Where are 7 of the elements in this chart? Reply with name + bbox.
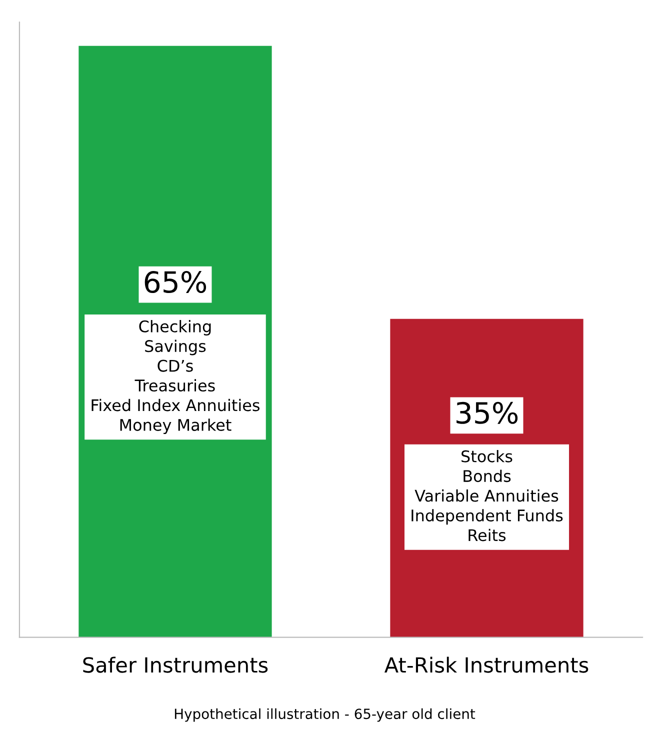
x-tick-label: Safer Instruments	[83, 656, 268, 673]
annotation: Stocks Bonds Variable Annuities Independent Funds Reits	[412, 450, 563, 542]
text: Hypothetical illustration - 65-year old client	[174, 708, 476, 722]
annotation: Checking Savings CD’s Treasuries Fixed Index Annuities Money Market	[92, 320, 260, 434]
data-label: 65%	[144, 270, 206, 294]
x-tick-label: At-Risk Instruments	[384, 656, 588, 673]
data-label: 35%	[456, 402, 518, 424]
